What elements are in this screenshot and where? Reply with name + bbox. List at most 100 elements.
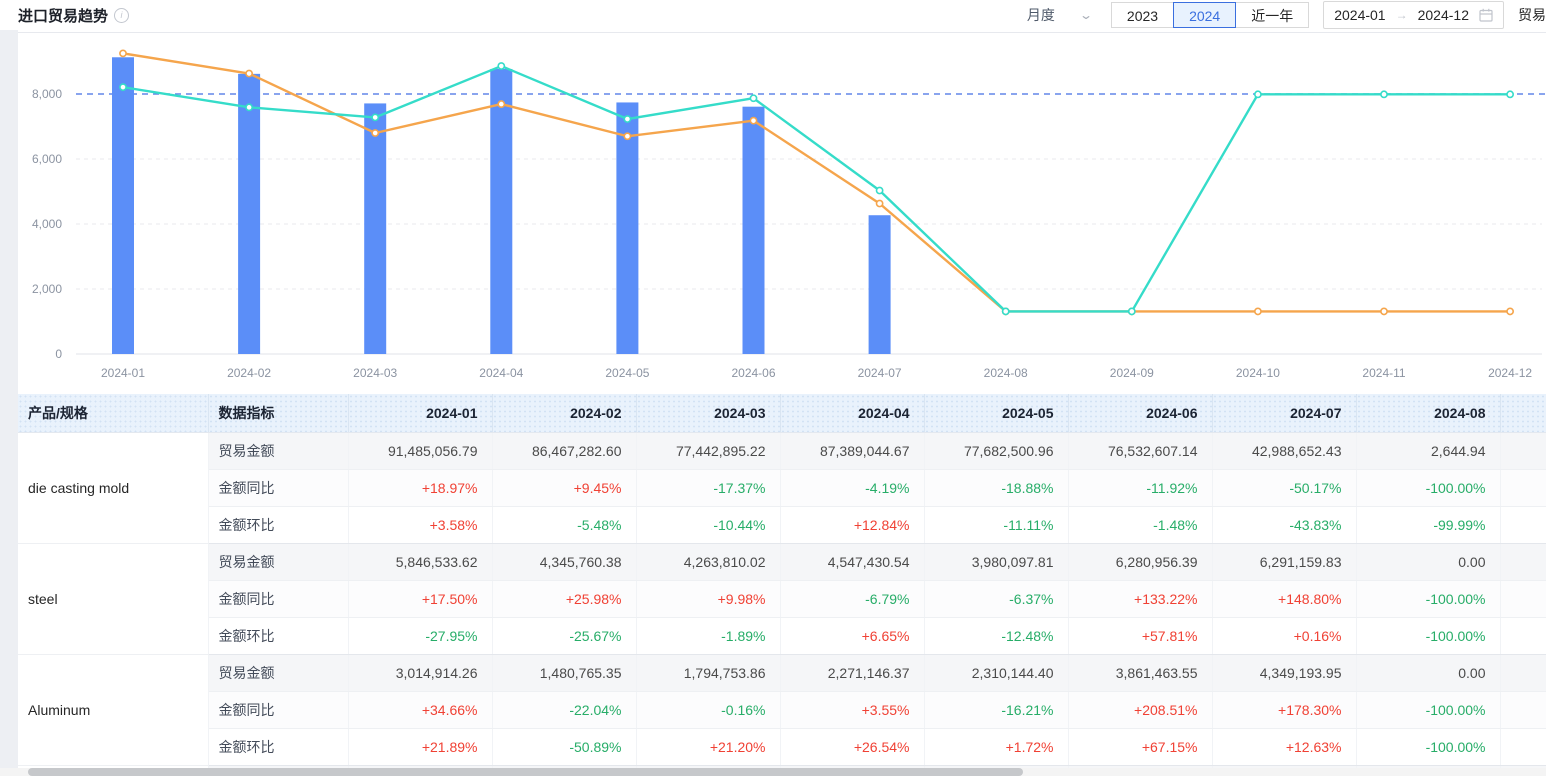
indicator-cell: 金额同比: [208, 691, 349, 729]
data-point: [1001, 307, 1010, 316]
indicator-cell: 金额环比: [208, 617, 349, 655]
line-series: [122, 52, 1511, 313]
year-button-2024[interactable]: 2024: [1173, 2, 1237, 28]
column-header-empty: [1500, 394, 1546, 433]
value-cell: 2,310,144.40: [924, 654, 1069, 692]
value-cell: 1,794,753.86: [636, 654, 781, 692]
value-cell: -12.48%: [924, 617, 1069, 655]
value-cell: -18.88%: [924, 469, 1069, 507]
bar: [616, 102, 639, 354]
value-cell: 42,988,652.43: [1212, 432, 1357, 470]
value-cell: 3,861,463.55: [1068, 654, 1213, 692]
trade-data-table: 产品/规格 数据指标 2024-01 2024-02 2024-03 2024-04 202…: [18, 394, 1546, 776]
value-cell: 4,263,810.02: [636, 543, 781, 581]
table-row: die casting mold 贸易金额 91,485,056.79 86,467,…: [18, 432, 1546, 544]
year-button-2023[interactable]: 2023: [1110, 2, 1175, 28]
value-cell: +0.16%: [1212, 617, 1357, 655]
x-axis-tick: 2024-03: [353, 366, 397, 380]
value-cell: 3,014,914.26: [348, 654, 493, 692]
date-range-picker[interactable]: 2024-01 → 2024-12: [1323, 1, 1504, 29]
product-cell: die casting mold: [18, 432, 209, 544]
value-cell: 2,644.94: [1356, 432, 1501, 470]
data-point: [1506, 90, 1514, 99]
value-cell: -50.17%: [1212, 469, 1357, 507]
table-row: 金额环比 -27.95% -25.67% -1.89% +6.65% -12.48% +57…: [18, 617, 1546, 655]
y-axis-tick: 2,000: [32, 282, 62, 296]
table-row: 金额同比 +18.97% +9.45% -17.37% -4.19% -18.88% -11…: [18, 469, 1546, 507]
value-cell: 0.00: [1356, 654, 1501, 692]
value-cell: -11.92%: [1068, 469, 1213, 507]
value-cell: +133.22%: [1068, 580, 1213, 618]
table-row: Aluminum 贸易金额 3,014,914.26 1,480,765.35 1,79…: [18, 654, 1546, 766]
value-cell: 4,349,193.95: [1212, 654, 1357, 692]
value-cell: 77,682,500.96: [924, 432, 1069, 470]
empty-cell: [1500, 469, 1546, 507]
value-cell: -27.95%: [348, 617, 493, 655]
period-select-value: 月度: [1026, 7, 1055, 23]
calendar-icon: [1479, 8, 1493, 22]
x-axis-tick: 2024-01: [101, 366, 145, 380]
info-icon[interactable]: i: [114, 7, 130, 23]
table-row: steel 贸易金额 5,846,533.62 4,345,760.38 4,263,8…: [18, 543, 1546, 655]
product-cell: Aluminum: [18, 654, 209, 766]
value-cell: 6,280,956.39: [1068, 543, 1213, 581]
indicator-cell: 贸易金额: [208, 543, 349, 581]
date-to[interactable]: 2024-12: [1417, 7, 1469, 23]
metric-select[interactable]: 贸易: [1518, 7, 1546, 23]
value-cell: 4,547,430.54: [780, 543, 925, 581]
column-header: 2024-05: [924, 394, 1069, 433]
value-cell: 91,485,056.79: [348, 432, 493, 470]
table-row: 金额环比 +3.58% -5.48% -10.44% +12.84% -11.11% -1.…: [18, 506, 1546, 544]
y-axis-tick: 0: [55, 347, 62, 361]
empty-cell: [1500, 432, 1546, 470]
x-axis-tick: 2024-08: [984, 366, 1028, 380]
table-header-row: 产品/规格 数据指标 2024-01 2024-02 2024-03 2024-04 202…: [18, 394, 1546, 433]
value-cell: 76,532,607.14: [1068, 432, 1213, 470]
column-header: 数据指标: [208, 394, 349, 433]
date-from[interactable]: 2024-01: [1334, 7, 1386, 23]
content-card: 0 2,000 4,000 6,000 8,000 2024-01 2024-02 2024-…: [18, 30, 1546, 776]
data-point: [1506, 307, 1514, 316]
horizontal-scrollbar[interactable]: [0, 768, 1546, 776]
value-cell: +12.63%: [1212, 728, 1357, 766]
trend-chart-area: 0 2,000 4,000 6,000 8,000 2024-01 2024-02 2024-…: [18, 32, 1546, 383]
horizontal-scrollbar-thumb[interactable]: [28, 768, 1023, 776]
value-cell: -10.44%: [636, 506, 781, 544]
value-cell: +3.58%: [348, 506, 493, 544]
data-point: [245, 103, 253, 112]
value-cell: +17.50%: [348, 580, 493, 618]
value-cell: -17.37%: [636, 469, 781, 507]
bar: [490, 68, 513, 354]
data-point: [245, 69, 253, 78]
data-point: [875, 199, 884, 208]
x-axis-tick: 2024-10: [1236, 366, 1280, 380]
empty-cell: [1500, 728, 1546, 766]
value-cell: +21.89%: [348, 728, 493, 766]
value-cell: +3.55%: [780, 691, 925, 729]
value-cell: +208.51%: [1068, 691, 1213, 729]
column-header: 2024-01: [348, 394, 493, 433]
column-header: 2024-04: [780, 394, 925, 433]
value-cell: -16.21%: [924, 691, 1069, 729]
value-cell: -100.00%: [1356, 691, 1501, 729]
value-cell: 87,389,044.67: [780, 432, 925, 470]
year-button-group: 2023 2024 近一年: [1110, 2, 1310, 28]
product-cell: steel: [18, 543, 209, 655]
indicator-cell: 金额同比: [208, 580, 349, 618]
period-select[interactable]: 月度 ⌄: [1021, 5, 1097, 25]
value-cell: -4.19%: [780, 469, 925, 507]
year-button-recent[interactable]: 近一年: [1235, 2, 1310, 28]
page-title: 进口贸易趋势: [18, 7, 109, 25]
indicator-cell: 金额同比: [208, 469, 349, 507]
table-row: 金额同比 +17.50% +25.98% +9.98% -6.79% -6.37% +133…: [18, 580, 1546, 618]
value-cell: 77,442,895.22: [636, 432, 781, 470]
value-cell: -5.48%: [492, 506, 637, 544]
data-point: [623, 115, 632, 123]
data-point: [497, 100, 506, 108]
empty-cell: [1500, 580, 1546, 618]
value-cell: -6.79%: [780, 580, 925, 618]
column-header: 2024-06: [1068, 394, 1213, 433]
data-point: [1127, 307, 1136, 316]
x-axis-tick: 2024-04: [479, 366, 523, 380]
